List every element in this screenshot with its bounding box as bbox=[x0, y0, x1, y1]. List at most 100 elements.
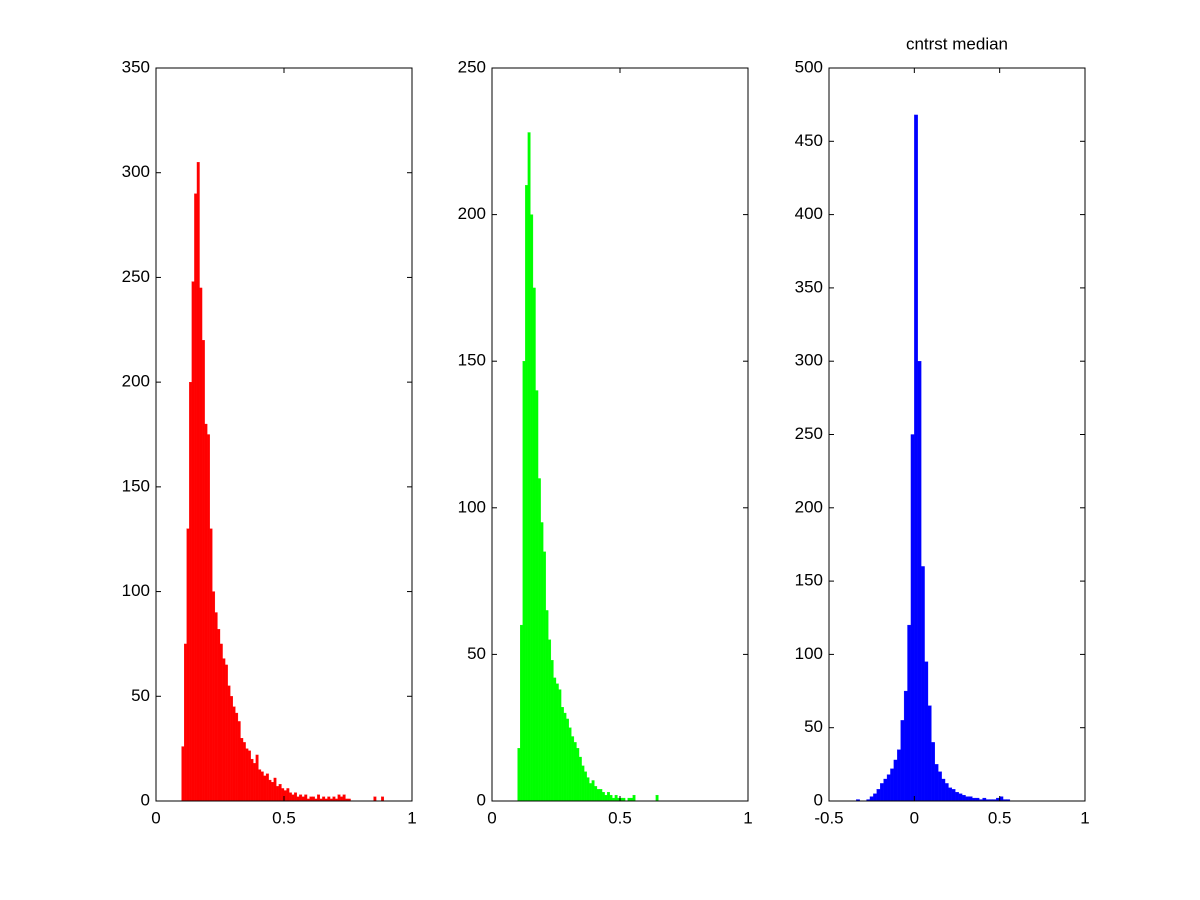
bar bbox=[520, 624, 523, 802]
bar bbox=[291, 794, 295, 802]
bar bbox=[941, 778, 946, 802]
bar bbox=[184, 643, 187, 802]
bar bbox=[207, 434, 210, 802]
bar bbox=[237, 721, 241, 802]
bar bbox=[917, 361, 922, 802]
y-tick-label: 50 bbox=[804, 717, 823, 736]
bar bbox=[532, 287, 536, 802]
y-tick-label: 250 bbox=[122, 267, 150, 286]
x-tick-label: 0.5 bbox=[272, 808, 296, 827]
bar bbox=[214, 612, 218, 802]
bar bbox=[596, 789, 600, 802]
y-tick-label: 50 bbox=[467, 644, 486, 663]
bar bbox=[999, 796, 1004, 802]
bar bbox=[373, 796, 377, 802]
axes-frame bbox=[828, 67, 1086, 802]
bar bbox=[599, 789, 603, 802]
bar bbox=[201, 340, 205, 802]
y-tick-label: 200 bbox=[458, 204, 486, 223]
bar bbox=[517, 748, 521, 802]
bar bbox=[196, 162, 200, 802]
bar bbox=[245, 748, 249, 802]
bar bbox=[219, 643, 223, 802]
bar bbox=[235, 712, 239, 802]
bar bbox=[268, 779, 272, 802]
bar bbox=[968, 796, 973, 802]
bar bbox=[322, 796, 326, 802]
y-tick-label: 100 bbox=[795, 644, 823, 663]
bar bbox=[604, 794, 608, 802]
bar bbox=[548, 639, 552, 802]
bar bbox=[869, 796, 874, 802]
bar bbox=[601, 792, 605, 802]
bar bbox=[276, 786, 280, 802]
bar bbox=[893, 759, 898, 802]
bar bbox=[961, 794, 966, 802]
bar bbox=[632, 794, 636, 802]
bar bbox=[301, 796, 305, 802]
bar bbox=[342, 794, 346, 802]
bar bbox=[924, 661, 929, 802]
y-tick-label: 0 bbox=[141, 790, 150, 809]
x-tick-label: 0.5 bbox=[608, 808, 632, 827]
x-tick-label: 1 bbox=[407, 808, 416, 827]
bar bbox=[568, 727, 572, 802]
bar bbox=[194, 193, 198, 802]
chart-title: cntrst median bbox=[906, 34, 1008, 53]
bar bbox=[537, 478, 541, 802]
y-tick-label: 400 bbox=[795, 204, 823, 223]
bar bbox=[897, 749, 901, 802]
y-tick-label: 150 bbox=[795, 571, 823, 590]
y-tick-label: 100 bbox=[458, 497, 486, 516]
bar bbox=[880, 783, 884, 802]
x-tick-label: 1 bbox=[743, 808, 752, 827]
bar bbox=[535, 390, 539, 802]
bar bbox=[530, 214, 534, 802]
bar bbox=[900, 720, 905, 802]
bar bbox=[222, 658, 226, 802]
bar bbox=[938, 771, 942, 802]
bar bbox=[296, 796, 300, 802]
bar bbox=[263, 775, 267, 802]
bar bbox=[540, 522, 544, 802]
bar bbox=[191, 281, 195, 802]
bar bbox=[522, 361, 526, 802]
bar bbox=[312, 796, 315, 802]
bar bbox=[958, 793, 963, 802]
bar bbox=[545, 610, 549, 802]
y-tick-label: 450 bbox=[795, 131, 823, 150]
bar bbox=[230, 696, 233, 802]
bar bbox=[948, 787, 953, 802]
bar bbox=[578, 756, 582, 802]
y-tick-label: 200 bbox=[795, 497, 823, 516]
bar bbox=[240, 738, 244, 802]
x-tick-label: -0.5 bbox=[814, 808, 843, 827]
bar bbox=[573, 742, 577, 802]
bar bbox=[955, 792, 959, 802]
y-tick-label: 50 bbox=[131, 686, 150, 705]
bar bbox=[212, 591, 216, 802]
bar bbox=[560, 707, 564, 802]
bar bbox=[576, 748, 580, 802]
bar bbox=[525, 185, 528, 802]
bar bbox=[250, 758, 254, 802]
bar bbox=[907, 624, 912, 802]
bar bbox=[553, 677, 557, 802]
bar bbox=[566, 718, 569, 802]
bar bbox=[903, 690, 908, 802]
bar bbox=[910, 434, 915, 802]
x-tick-label: 0 bbox=[910, 808, 919, 827]
bar bbox=[253, 763, 256, 802]
bar bbox=[914, 114, 918, 802]
bar bbox=[242, 742, 246, 802]
bar bbox=[591, 780, 595, 802]
bar bbox=[607, 792, 610, 802]
bar bbox=[340, 796, 344, 802]
bar bbox=[927, 705, 932, 802]
y-tick-label: 250 bbox=[795, 424, 823, 443]
x-tick-label: 0.5 bbox=[988, 808, 1012, 827]
bar bbox=[317, 794, 320, 802]
bar bbox=[609, 794, 613, 802]
y-tick-label: 250 bbox=[458, 57, 486, 76]
